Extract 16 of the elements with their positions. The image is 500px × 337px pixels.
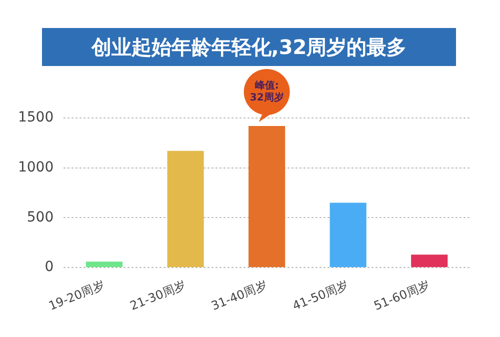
x-tick-label: 21-30周岁 xyxy=(128,278,188,314)
x-tick-label: 19-20周岁 xyxy=(46,278,107,314)
x-tick-label: 51-60周岁 xyxy=(372,278,432,314)
bar xyxy=(248,126,286,268)
y-tick-label: 1000 xyxy=(18,160,54,176)
y-tick-label: 500 xyxy=(26,209,54,226)
x-tick-label: 31-40周岁 xyxy=(209,278,270,314)
y-tick-label: 1500 xyxy=(18,110,54,126)
annotation: 峰值: 32周岁 xyxy=(250,80,284,104)
bar xyxy=(86,262,123,268)
y-tick-label: 0 xyxy=(44,259,54,276)
bar xyxy=(167,150,204,268)
x-tick-label: 41-50周岁 xyxy=(290,278,350,314)
bar xyxy=(330,202,366,268)
chart-title: 创业起始年龄年轻化,32周岁的最多 xyxy=(42,28,456,66)
bar xyxy=(411,254,448,268)
